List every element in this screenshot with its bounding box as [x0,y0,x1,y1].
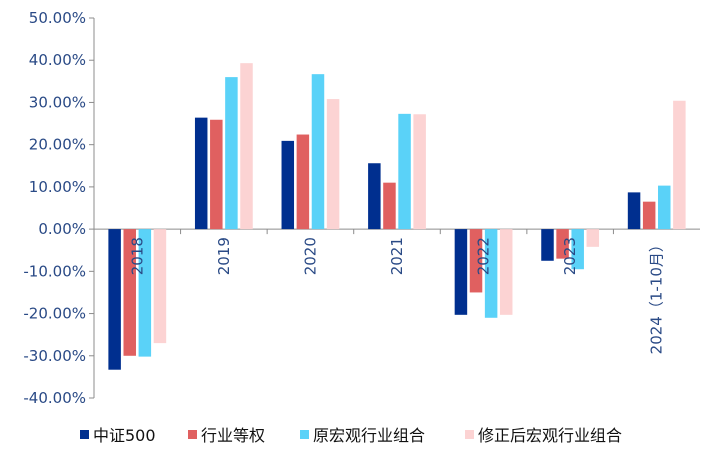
y-tick-label: -20.00% [23,305,86,323]
y-tick-label: 10.00% [29,178,86,196]
bar [469,229,483,293]
category-label: 2022 [475,237,493,275]
bar [658,185,671,230]
bar [225,77,238,230]
y-tick-label: 40.00% [29,51,86,69]
bar [296,134,310,230]
y-tick-label: -10.00% [23,262,86,280]
bar [281,140,295,230]
bar [556,229,569,259]
y-tick-label: -40.00% [23,389,86,407]
bar [586,229,600,247]
bar [571,229,584,270]
bar [123,229,136,356]
bar [499,229,513,315]
bar [326,99,340,230]
bar [368,163,381,230]
bar [413,114,426,230]
category-label: 2019 [215,237,233,275]
category-label: 2023 [561,237,579,275]
category-labels: 2018 2019 2020 2021 2022 2023 2024（1-10月） [128,237,665,354]
bar [673,100,686,230]
bar [383,182,396,230]
legend-swatch [188,430,197,439]
bar [210,119,223,230]
y-tick-labels: 50.00% 40.00% 30.00% 20.00% 10.00% 0.00% -10.0… [23,9,86,407]
bar [398,113,411,230]
y-tick-label: -30.00% [23,347,86,365]
y-tick-label: 50.00% [29,9,86,27]
bar [194,117,208,230]
category-label: 2018 [128,237,146,275]
bar [108,229,121,370]
legend-swatch [300,430,309,439]
bar [138,229,152,357]
bar [627,192,641,230]
y-tick-label: 20.00% [29,136,86,154]
y-tick-label: 30.00% [29,93,86,111]
bar [541,229,554,261]
category-label: 2021 [388,237,406,275]
bar [153,229,167,344]
bar [454,229,468,315]
bar [311,74,325,230]
legend-label: 原宏观行业组合 [313,426,425,445]
y-tick-label: 0.00% [38,220,86,238]
bar [642,201,656,230]
legend-label: 中证500 [93,426,156,445]
category-label: 2024（1-10月） [648,237,666,354]
legend-label: 行业等权 [201,426,265,445]
bars [108,63,686,370]
legend-swatch [465,430,474,439]
bar [484,229,498,318]
category-label: 2020 [301,237,319,275]
legend: 中证500 行业等权 原宏观行业组合 修正后宏观行业组合 [80,426,622,445]
bar [240,63,253,230]
legend-label: 修正后宏观行业组合 [478,426,622,445]
legend-swatch [80,430,89,439]
